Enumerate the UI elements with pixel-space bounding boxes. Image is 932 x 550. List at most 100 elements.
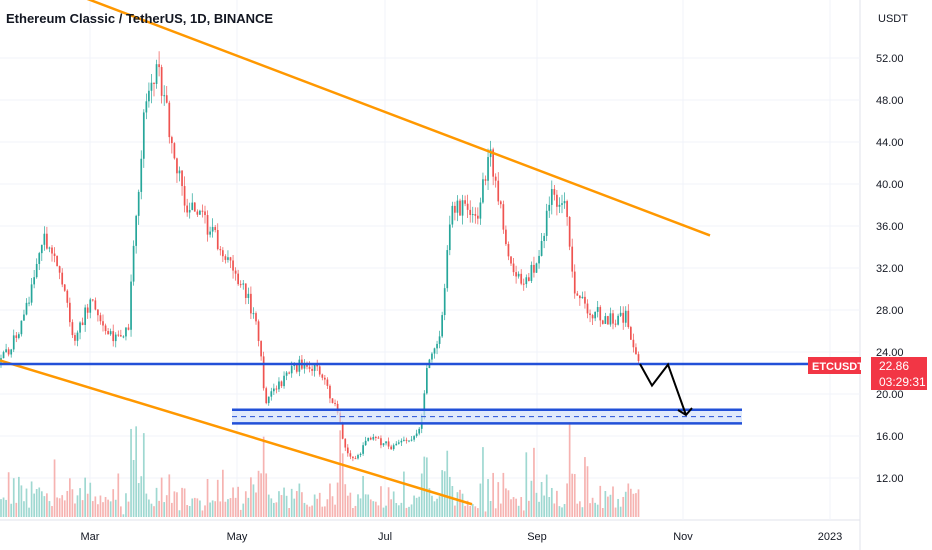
volume-bar — [84, 477, 86, 517]
volume-bar — [324, 506, 326, 517]
symbol-badge-label: ETCUSDT — [812, 361, 864, 373]
volume-bar — [23, 501, 25, 517]
candle-body — [502, 204, 505, 230]
candle-body — [492, 149, 494, 177]
candle-body — [586, 303, 589, 314]
candle-body — [584, 296, 586, 304]
volume-bar — [494, 508, 497, 517]
volume-bar — [311, 505, 313, 517]
candle-body — [494, 176, 497, 181]
volume-bar — [2, 497, 5, 517]
candle-body — [540, 241, 543, 256]
volume-bar — [561, 507, 563, 517]
candle-body — [395, 443, 398, 446]
volume-bar — [153, 506, 155, 517]
volume-bar — [604, 491, 607, 517]
volume-bar — [30, 481, 33, 517]
candle-body — [288, 372, 290, 374]
candle-body — [599, 307, 602, 321]
price-tick-label: 52.00 — [876, 53, 904, 65]
candle-body — [357, 455, 359, 459]
volume-bar — [624, 491, 627, 517]
volume-bar — [288, 508, 290, 517]
volume-bar — [405, 507, 408, 517]
candle-body — [109, 331, 112, 335]
candle-body — [25, 302, 28, 315]
time-axis[interactable]: Mar May Jul Sep Nov 2023 — [81, 531, 843, 543]
volume-bar — [104, 496, 107, 517]
volume-bar — [614, 507, 617, 517]
candle-body — [438, 336, 441, 344]
candle-body — [591, 315, 594, 319]
volume-bar — [301, 492, 303, 517]
candle-body — [397, 442, 400, 444]
volume-bar — [357, 494, 359, 517]
volume-bar — [316, 498, 319, 517]
candle-body — [181, 170, 183, 187]
candle-body — [346, 447, 349, 454]
volume-bar — [387, 487, 390, 517]
candle-body — [512, 263, 515, 273]
volume-bar — [589, 503, 591, 517]
volume-bar — [433, 501, 436, 517]
candle-body — [104, 325, 107, 332]
chart-grid — [0, 0, 861, 550]
volume-bar — [426, 457, 428, 517]
candle-body — [331, 398, 334, 403]
volume-bar — [99, 495, 102, 517]
candle-body — [313, 364, 316, 371]
candle-body — [5, 349, 7, 353]
volume-bar — [456, 492, 459, 517]
price-tick-label: 16.00 — [876, 431, 904, 443]
volume-bar — [125, 493, 127, 517]
volume-bar — [313, 494, 316, 517]
candle-body — [247, 293, 250, 298]
volume-bar — [127, 501, 130, 517]
candle-body — [306, 363, 308, 367]
candle-body — [273, 388, 275, 392]
currency-label: USDT — [878, 13, 908, 25]
volume-bar — [522, 510, 525, 517]
candle-body — [206, 215, 209, 235]
candle-body — [624, 310, 627, 323]
volume-bar — [502, 472, 505, 517]
volume-bar — [216, 479, 219, 517]
volume-bar — [209, 502, 211, 517]
candle-body — [423, 393, 426, 416]
candle-body — [63, 284, 66, 291]
candle-body — [250, 293, 252, 314]
volume-bar — [81, 500, 84, 517]
candle-body — [66, 290, 69, 303]
price-axis[interactable]: USDT 52.00 48.00 44.00 40.00 36.00 32.00 28.00… — [876, 13, 908, 485]
volume-bar — [150, 503, 153, 517]
candle-body — [58, 266, 61, 273]
volume-bar — [237, 486, 239, 517]
volume-bar — [148, 499, 150, 517]
volume-bar — [469, 505, 472, 517]
candle-body — [176, 158, 178, 174]
candle-body — [290, 366, 293, 374]
candle-body — [91, 299, 94, 301]
volume-bar — [204, 505, 206, 517]
candle-body — [619, 312, 622, 316]
candle-body — [505, 229, 507, 245]
candle-body — [191, 202, 194, 210]
volume-bar — [548, 496, 551, 517]
candle-body — [7, 349, 10, 355]
candle-body — [318, 366, 321, 375]
candle-body — [525, 277, 528, 285]
candle-body — [556, 194, 558, 207]
volume-bar — [196, 498, 199, 517]
candle-body — [461, 200, 464, 216]
volume-bar — [25, 488, 28, 517]
volume-bar — [505, 488, 507, 517]
volume-bar — [344, 484, 347, 517]
candle-body — [436, 343, 438, 349]
projection-arrow — [639, 362, 687, 416]
volume-bar — [18, 476, 20, 517]
volume-bar — [635, 493, 637, 517]
candle-body — [497, 180, 500, 202]
volume-bar — [97, 504, 99, 517]
candle-body — [321, 374, 324, 378]
